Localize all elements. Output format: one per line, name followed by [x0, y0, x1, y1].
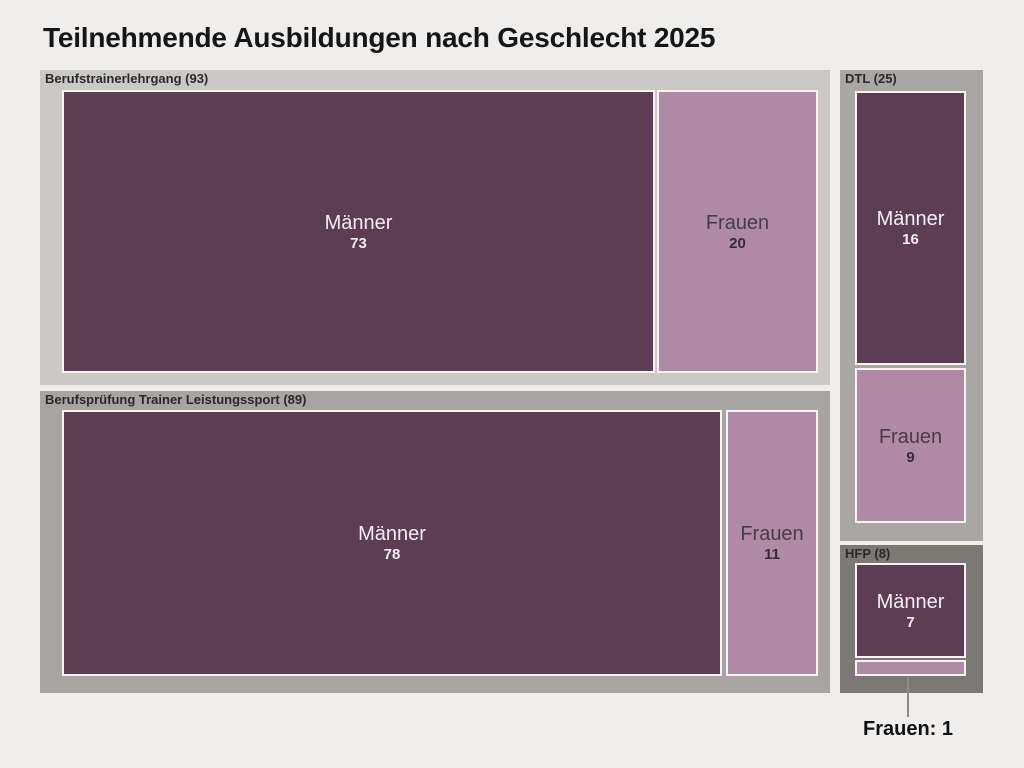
- group-header-berufspruefung-trainer-leistungssport: Berufsprüfung Trainer Leistungssport (89…: [45, 392, 307, 407]
- tile-label: Männer 16: [877, 207, 945, 249]
- tile-value: 20: [729, 234, 746, 252]
- tile-dtl-maenner[interactable]: Männer 16: [855, 91, 966, 365]
- group-dtl: DTL (25) Männer 16 Frauen 9: [840, 70, 983, 541]
- tile-berufstrainerlehrgang-maenner[interactable]: Männer 73: [62, 90, 655, 373]
- group-header-berufstrainerlehrgang: Berufstrainerlehrgang (93): [45, 71, 209, 86]
- tile-category-label: Männer: [876, 208, 945, 230]
- annotation-leader-line: [907, 677, 909, 717]
- tile-value: 9: [906, 448, 915, 466]
- group-header-hfp: HFP (8): [845, 546, 891, 561]
- tile-berufspruefung-frauen[interactable]: Frauen 11: [726, 410, 818, 676]
- chart-title: Teilnehmende Ausbildungen nach Geschlech…: [43, 22, 716, 53]
- tile-label: Frauen 20: [706, 211, 769, 253]
- group-berufstrainerlehrgang: Berufstrainerlehrgang (93) Männer 73 Fra…: [40, 70, 830, 385]
- tile-label: Frauen 11: [740, 522, 803, 564]
- tile-category-label: Männer: [876, 590, 945, 613]
- tile-value: 73: [350, 234, 367, 252]
- tile-category-label: Männer: [358, 523, 426, 545]
- tile-value: 11: [764, 546, 780, 563]
- tile-value: 7: [906, 613, 915, 631]
- tile-hfp-maenner[interactable]: Männer 7: [855, 563, 966, 658]
- tile-label: Frauen 9: [879, 425, 942, 467]
- tile-berufspruefung-maenner[interactable]: Männer 78: [62, 410, 722, 676]
- tile-category-label: Frauen: [705, 211, 770, 234]
- tile-dtl-frauen[interactable]: Frauen 9: [855, 368, 966, 523]
- annotation-hfp-frauen: Frauen: 1: [862, 718, 954, 740]
- tile-category-label: Frauen: [740, 523, 804, 545]
- tile-value: 78: [383, 546, 401, 563]
- tile-category-label: Frauen: [878, 425, 943, 448]
- tile-label: Männer 78: [358, 522, 426, 564]
- tile-category-label: Männer: [324, 211, 393, 234]
- tile-hfp-frauen[interactable]: [855, 660, 966, 676]
- tile-label: Männer 7: [877, 590, 945, 632]
- tile-label: Männer 73: [325, 211, 393, 253]
- group-berufspruefung-trainer-leistungssport: Berufsprüfung Trainer Leistungssport (89…: [40, 391, 830, 693]
- group-hfp: HFP (8) Männer 7: [840, 545, 983, 693]
- group-header-dtl: DTL (25): [845, 71, 897, 86]
- tile-berufstrainerlehrgang-frauen[interactable]: Frauen 20: [657, 90, 818, 373]
- tile-value: 16: [902, 231, 919, 248]
